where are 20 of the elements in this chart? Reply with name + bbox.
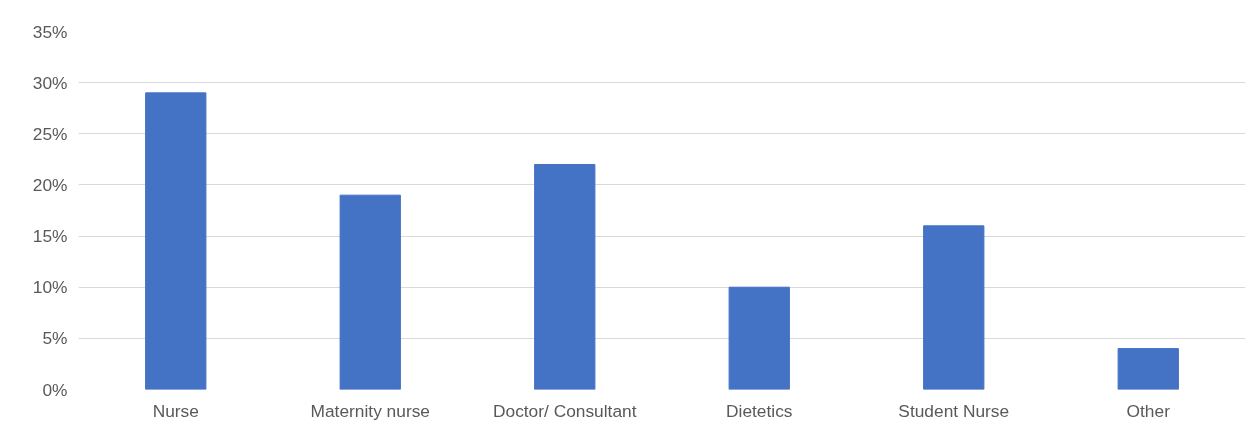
y-tick-label: 10% [32,277,68,298]
y-tick-label: 0% [42,379,68,400]
y-tick-label: 30% [32,72,68,93]
x-tick-label: Student Nurse [898,400,1010,421]
x-tick-label: Dietetics [726,400,793,421]
bar [923,225,985,390]
y-tick-label: 5% [42,328,68,349]
y-tick-label: 25% [32,123,68,144]
bar [728,286,790,390]
bar [145,92,207,390]
x-tick-label: Nurse [152,400,199,421]
x-tick-label: Other [1126,400,1171,421]
x-tick-label: Doctor/ Consultant [493,400,637,421]
bar [534,163,596,390]
y-tick-label: 15% [32,226,68,247]
y-tick-label: 20% [32,174,68,195]
y-tick-label: 35% [32,21,68,42]
bar [1117,348,1179,390]
x-tick-label: Maternity nurse [310,400,430,421]
bar [339,194,401,390]
